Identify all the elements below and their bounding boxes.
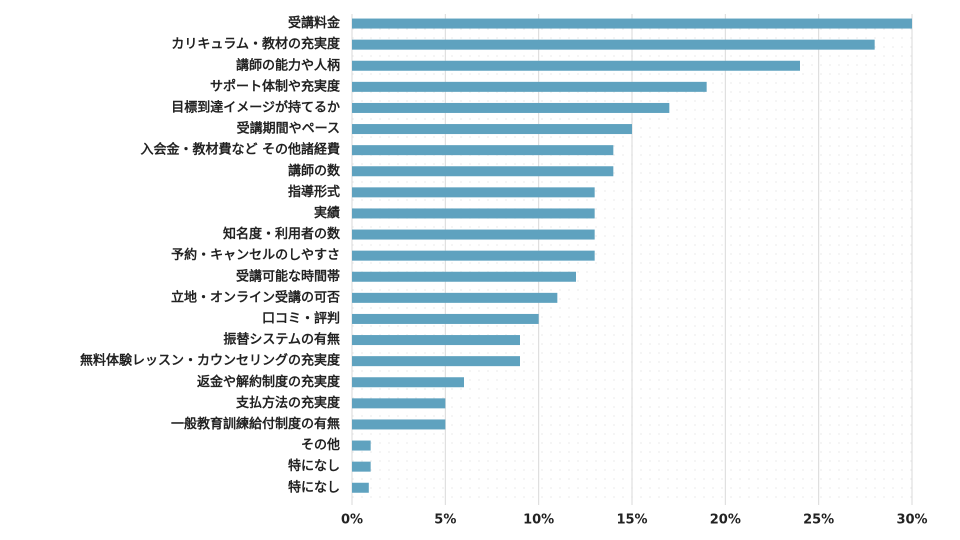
bar (352, 166, 614, 177)
bar (352, 39, 875, 50)
x-tick-label: 5% (434, 513, 456, 528)
x-tick-label: 15% (616, 513, 647, 528)
category-label: カリキュラム・教材の充実度 (171, 36, 341, 52)
category-label: 立地・オンライン受講の可否 (171, 289, 340, 305)
category-label: 講師の能力や人柄 (236, 57, 340, 73)
bar (352, 440, 371, 451)
bar (352, 461, 371, 472)
bar (352, 208, 595, 219)
bar (352, 356, 520, 367)
x-tick-labels: 0% 5% 10% 15% 20% 25% 30% (341, 513, 928, 528)
bar (352, 18, 912, 29)
category-label: その他 (301, 437, 340, 453)
category-label: 無料体験レッスン・カウンセリングの充実度 (80, 353, 341, 369)
bar (352, 124, 632, 135)
bar (352, 398, 446, 409)
category-label: 実績 (314, 205, 340, 221)
category-label: 一般教育訓練給付制度の有無 (171, 416, 340, 432)
bar (352, 271, 576, 282)
x-tick-label: 25% (803, 513, 834, 528)
bar (352, 250, 595, 261)
bar (352, 102, 670, 113)
x-tick-label: 20% (710, 513, 741, 528)
category-label: 講師の数 (288, 163, 341, 179)
category-label: 支払方法の充実度 (235, 395, 341, 411)
category-label: 返金や解約制度の充実度 (197, 374, 341, 390)
bar (352, 187, 595, 198)
category-labels: 受講料金カリキュラム・教材の充実度講師の能力や人柄サポート体制や充実度目標到達イ… (80, 15, 341, 495)
category-label: 知名度・利用者の数 (223, 226, 341, 242)
category-label: 特になし (288, 479, 340, 495)
category-label: 口コミ・評判 (262, 310, 340, 326)
bar (352, 313, 539, 324)
category-label: 振替システムの有無 (223, 332, 340, 348)
bar (352, 145, 614, 156)
x-tick-label: 0% (341, 513, 363, 528)
bar (352, 229, 595, 240)
category-label: 目標到達イメージが持てるか (171, 99, 340, 115)
bar (352, 482, 369, 493)
bar (352, 335, 520, 346)
bar (352, 81, 707, 92)
bar (352, 419, 446, 430)
category-label: 特になし (288, 458, 340, 474)
category-label: 受講可能な時間帯 (236, 268, 340, 284)
bar (352, 377, 464, 388)
category-label: 受講期間やペース (237, 121, 340, 137)
category-label: 入会金・教材費など その他諸経費 (140, 142, 340, 158)
category-label: サポート体制や充実度 (210, 78, 341, 94)
x-tick-label: 10% (523, 513, 554, 528)
category-label: 指導形式 (288, 184, 340, 200)
bars (352, 18, 912, 493)
x-tick-label: 30% (896, 513, 927, 528)
bar (352, 292, 558, 303)
category-label: 予約・キャンセルのしやすさ (171, 247, 340, 263)
category-label: 受講料金 (288, 15, 341, 31)
bar (352, 60, 800, 71)
